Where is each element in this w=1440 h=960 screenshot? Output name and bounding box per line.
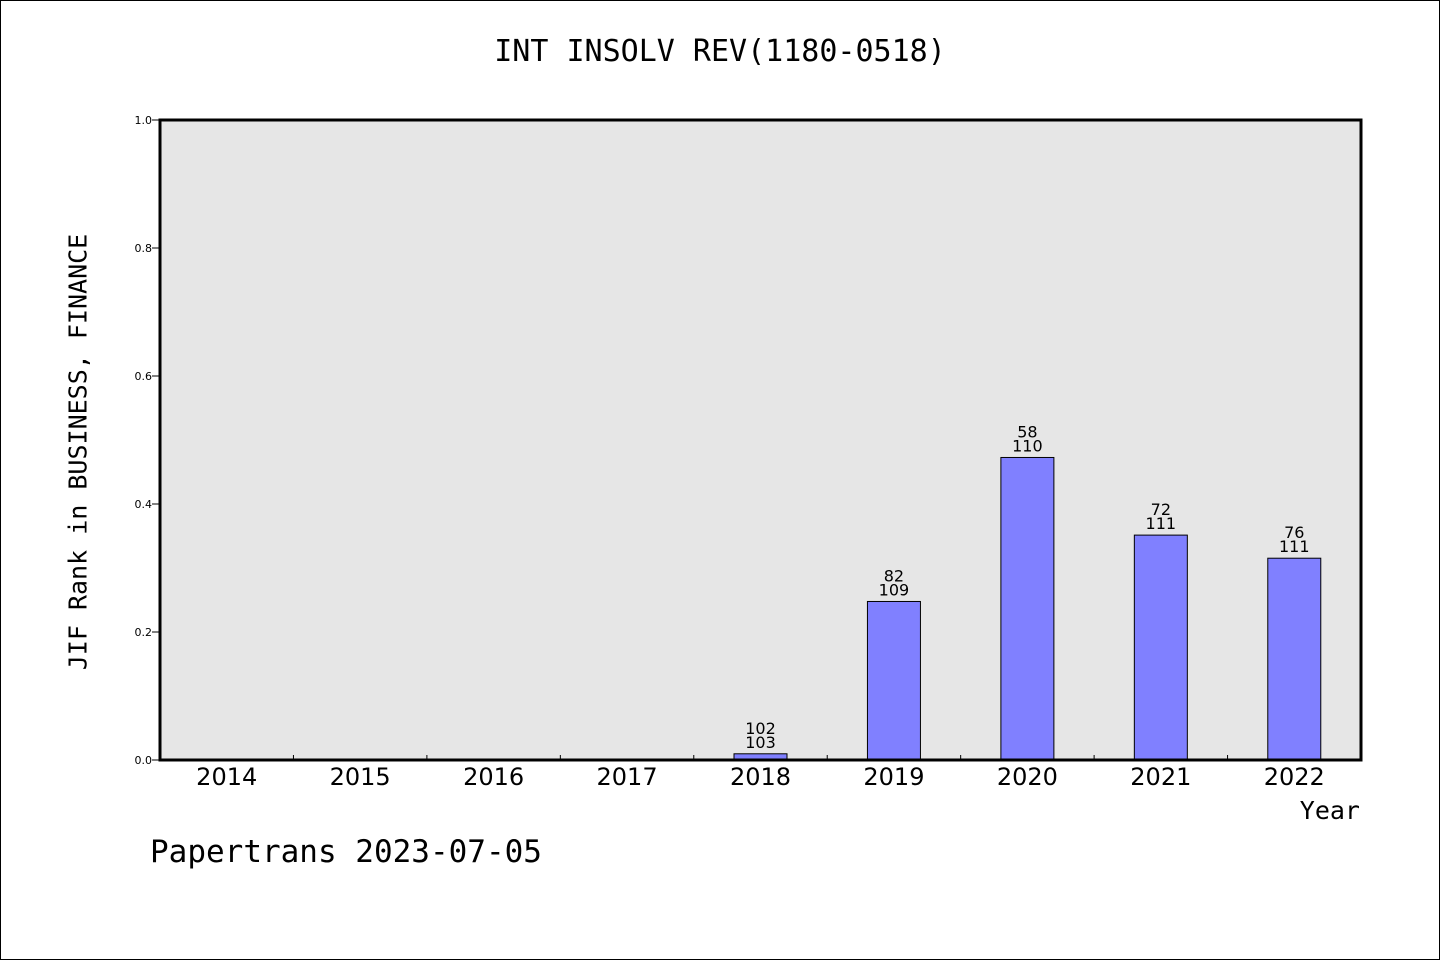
y-axis: 0.0 0.2 0.4 0.6 0.8 1.0 — [135, 114, 160, 767]
x-tick-label: 2017 — [597, 763, 658, 791]
x-axis-label: Year — [1299, 796, 1360, 825]
y-tick-label: 0.2 — [135, 626, 153, 639]
bar-total-label: 110 — [1012, 436, 1043, 455]
x-tick-label: 2019 — [863, 763, 924, 791]
bar-total-label: 109 — [879, 580, 910, 599]
y-tick-label: 0.8 — [135, 242, 153, 255]
x-tick-label: 2021 — [1130, 763, 1191, 791]
chart-title: INT INSOLV REV(1180-0518) — [494, 34, 946, 69]
x-tick-label: 2020 — [997, 763, 1058, 791]
bar — [1133, 534, 1188, 761]
x-tick-label: 2015 — [330, 763, 391, 791]
y-tick-label: 0.0 — [135, 754, 153, 767]
bar-total-label: 111 — [1279, 537, 1310, 556]
x-tick-label: 2016 — [463, 763, 524, 791]
y-tick-label: 0.6 — [135, 370, 153, 383]
bars-group — [733, 456, 1322, 761]
x-tick-label: 2018 — [730, 763, 791, 791]
footer-source: Papertrans 2023-07-05 — [150, 834, 542, 870]
bar-rank-label: 102 — [745, 719, 776, 738]
bar — [1267, 557, 1322, 761]
bar-rank-label: 76 — [1284, 523, 1304, 542]
y-tick-label: 1.0 — [135, 114, 153, 127]
x-axis: 2014 2015 2016 2017 2018 2019 2020 2021 2022 — [196, 755, 1325, 791]
y-tick-label: 0.4 — [135, 498, 153, 511]
bar — [1000, 456, 1055, 761]
bar-total-label: 103 — [745, 733, 776, 752]
plot-border — [158, 118, 1363, 762]
x-tick-label: 2014 — [196, 763, 257, 791]
bar-rank-label: 82 — [884, 566, 904, 585]
bar — [866, 600, 921, 761]
x-tick-label: 2022 — [1264, 763, 1325, 791]
bar-rank-label: 58 — [1017, 422, 1037, 441]
bar-rank-label: 72 — [1151, 500, 1171, 519]
bar-total-label: 111 — [1146, 514, 1177, 533]
